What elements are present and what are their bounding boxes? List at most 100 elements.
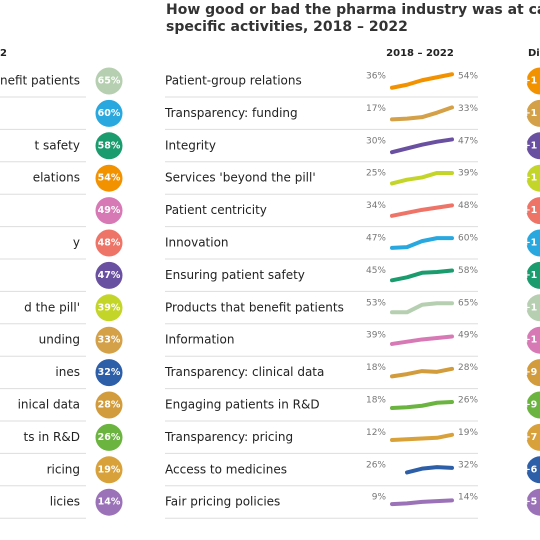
value-label: 60% [98, 108, 121, 119]
row-label: enefit patients [0, 74, 80, 88]
diff-label: +1 [523, 270, 538, 281]
row-label: Access to medicines [165, 462, 287, 476]
end-label: 54% [458, 72, 478, 82]
diff-label: +5 [523, 497, 538, 508]
start-label: 34% [366, 201, 386, 211]
value-badge [95, 99, 123, 127]
diff-badge [526, 423, 540, 451]
value-label: 48% [98, 238, 121, 249]
value-label: 19% [98, 464, 121, 475]
start-label: 18% [366, 396, 386, 406]
column-header: 2 [0, 48, 7, 59]
title: specific activities, 2018 – 2022 [166, 19, 408, 35]
sparkline [390, 366, 454, 379]
sparkline [390, 137, 454, 155]
value-label: 54% [98, 173, 121, 184]
diff-label: +1 [523, 238, 538, 249]
column-header: 2018 – 2022 [386, 48, 454, 59]
value-badge [95, 423, 123, 451]
row-label: elations [33, 171, 80, 185]
value-label: 32% [98, 367, 121, 378]
row-label: Integrity [165, 138, 216, 152]
sparkline [405, 465, 454, 475]
start-label: 17% [366, 104, 386, 114]
end-label: 47% [458, 136, 478, 146]
diff-badge [526, 359, 540, 387]
value-badge [95, 132, 123, 160]
row-label: Engaging patients in R&D [165, 398, 320, 412]
end-label: 32% [458, 460, 478, 470]
sparkline [390, 170, 454, 186]
value-label: 65% [98, 76, 121, 87]
diff-badge [526, 132, 540, 160]
value-label: 58% [98, 140, 121, 151]
diff-badge [526, 326, 540, 354]
sparkline [390, 498, 454, 507]
value-badge [95, 197, 123, 225]
sparkline [390, 301, 454, 315]
diff-badge [526, 229, 540, 257]
sparkline [390, 236, 454, 250]
value-badge [95, 229, 123, 257]
start-label: 9% [372, 493, 387, 503]
end-label: 65% [458, 298, 478, 308]
end-label: 49% [458, 331, 478, 341]
sparkline [390, 400, 454, 410]
row-label: Transparency: funding [164, 106, 298, 120]
end-label: 48% [458, 201, 478, 211]
row-label: Transparency: clinical data [164, 365, 324, 379]
value-label: 47% [98, 270, 121, 281]
diff-label: +1 [523, 76, 538, 87]
column-header: Dif [528, 48, 540, 59]
start-label: 12% [366, 428, 386, 438]
value-badge [95, 488, 123, 516]
start-label: 47% [366, 234, 386, 244]
start-label: 30% [366, 136, 386, 146]
sparkline [390, 334, 454, 346]
row-label: Patient centricity [165, 203, 267, 217]
row-label: Transparency: pricing [164, 430, 293, 444]
start-label: 45% [366, 266, 386, 276]
value-badge [95, 164, 123, 192]
title: How good or bad the pharma industry was … [166, 2, 540, 18]
start-label: 18% [366, 363, 386, 373]
value-label: 14% [98, 497, 121, 508]
diff-badge [526, 294, 540, 322]
row-label: Products that benefit patients [165, 300, 344, 314]
value-label: 49% [98, 205, 121, 216]
diff-label: +1 [523, 173, 538, 184]
sparkline [390, 268, 454, 283]
diff-badge [526, 197, 540, 225]
row-label: y [73, 236, 80, 250]
value-badge [95, 67, 123, 95]
value-badge [95, 359, 123, 387]
row-label: Information [165, 333, 234, 347]
diff-badge [526, 67, 540, 95]
value-label: 33% [98, 335, 121, 346]
diff-label: +1 [523, 205, 538, 216]
diff-badge [526, 261, 540, 289]
end-label: 33% [458, 104, 478, 114]
diff-label: +9 [523, 367, 538, 378]
value-label: 28% [98, 400, 121, 411]
value-badge [95, 456, 123, 484]
sparkline [390, 432, 454, 443]
value-badge [95, 326, 123, 354]
end-label: 19% [458, 428, 478, 438]
value-badge [95, 261, 123, 289]
start-label: 26% [366, 460, 386, 470]
diff-badge [526, 164, 540, 192]
diff-label: +1 [523, 335, 538, 346]
value-badge [95, 294, 123, 322]
end-label: 58% [458, 266, 478, 276]
start-label: 25% [366, 169, 386, 179]
end-label: 28% [458, 363, 478, 373]
row-label: licies [50, 495, 80, 509]
row-label: ts in R&D [24, 430, 80, 444]
value-label: 39% [98, 302, 121, 313]
row-label: Ensuring patient safety [165, 268, 305, 282]
row-label: Services 'beyond the pill' [165, 171, 316, 185]
diff-badge [526, 488, 540, 516]
diff-label: +6 [523, 464, 538, 475]
